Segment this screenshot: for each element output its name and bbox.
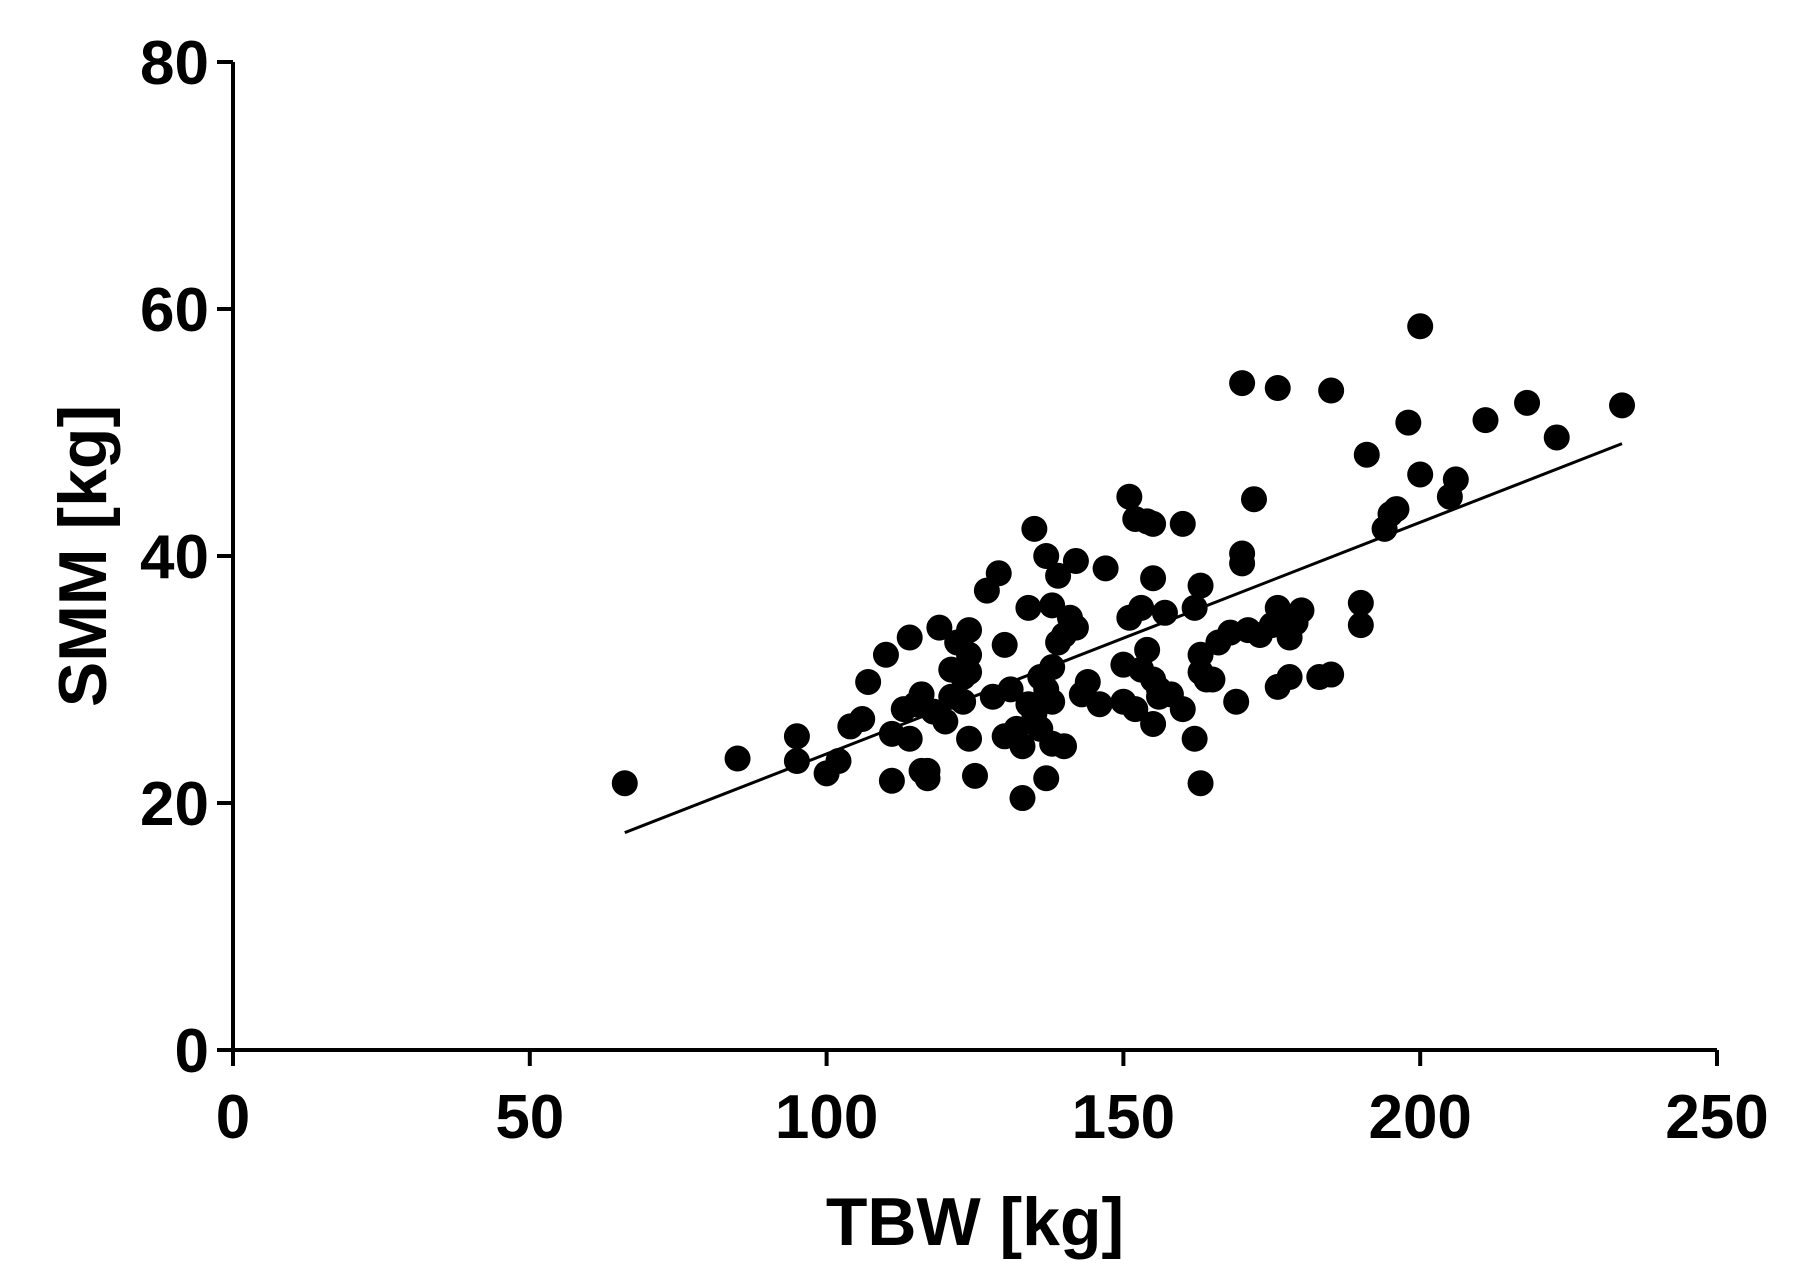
y-tick-label: 60 [140,276,209,345]
data-point [825,748,852,775]
x-tick-label: 50 [495,1083,564,1152]
x-axis-title: TBW [kg] [826,1184,1124,1260]
data-point [1021,515,1048,542]
data-point [1276,664,1303,691]
data-point [1169,696,1196,723]
data-point [1033,765,1060,792]
data-point [985,560,1012,587]
data-point [991,631,1018,658]
y-axis-ticks: 0 20 40 60 80 [140,29,233,1086]
data-point [1039,688,1066,715]
data-point [611,770,638,797]
data-point [1051,733,1078,760]
data-point [1062,614,1089,641]
data-point [1140,710,1167,737]
y-axis-title: SMM [kg] [45,405,121,707]
data-point [1181,594,1208,621]
data-point [997,676,1024,703]
data-point [1187,770,1214,797]
axes [231,62,1717,1052]
data-point [1039,654,1066,681]
data-point [1062,547,1089,574]
data-point [950,688,977,715]
data-point [1442,466,1469,493]
data-point [1187,572,1214,599]
data-point [1086,691,1113,718]
y-tick-label: 0 [175,1017,209,1086]
data-point [1140,565,1167,592]
data-point [956,725,983,752]
data-point [783,748,810,775]
data-point [1407,313,1434,340]
data-point [1074,668,1101,695]
data-point [1199,666,1226,693]
data-point [1318,661,1345,688]
data-point [1033,543,1060,569]
y-tick-label: 40 [140,523,209,592]
data-point [878,767,905,794]
data-point [1140,510,1167,537]
data-point [1045,562,1072,589]
data-point [1009,733,1036,760]
data-point [1009,785,1036,812]
data-point [1229,370,1256,397]
data-point [1514,389,1541,416]
x-tick-label: 200 [1368,1083,1471,1152]
x-tick-label: 250 [1665,1083,1768,1152]
data-point [956,617,983,644]
data-point [1092,555,1119,582]
data-point [1264,375,1291,402]
data-point [1116,483,1143,510]
data-point [1240,486,1267,513]
data-point [1347,612,1374,639]
data-point [1472,407,1499,434]
data-point [1288,597,1315,624]
data-point [926,614,953,641]
data-point [1122,696,1149,723]
x-tick-label: 0 [216,1083,250,1152]
data-point [1128,594,1155,621]
data-point [1015,594,1042,621]
data-point [1609,392,1636,419]
data-point [1383,496,1410,523]
data-point [1223,688,1250,715]
data-point [1347,589,1374,616]
data-point [896,624,923,651]
data-point [1318,377,1345,404]
data-point [872,641,899,668]
data-point [849,706,876,733]
data-point [1229,540,1256,567]
data-point [1134,636,1161,663]
data-point [956,659,983,686]
y-tick-label: 80 [140,29,209,98]
data-point [1181,725,1208,752]
data-point [1407,461,1434,488]
data-point [724,745,751,772]
data-point [932,708,959,735]
data-point [1169,510,1196,537]
data-point [1543,424,1570,451]
data-point [914,757,941,784]
y-tick-label: 20 [140,770,209,839]
data-point [1395,409,1422,436]
data-point [962,762,988,789]
data-point [1151,599,1178,626]
data-point [855,668,882,695]
data-point [1353,441,1380,468]
x-tick-label: 100 [775,1083,878,1152]
x-axis-ticks: 0 50 100 150 200 250 [216,1050,1769,1152]
x-tick-label: 150 [1072,1083,1175,1152]
data-points [611,313,1636,812]
data-point [783,723,810,750]
data-point [896,725,923,752]
